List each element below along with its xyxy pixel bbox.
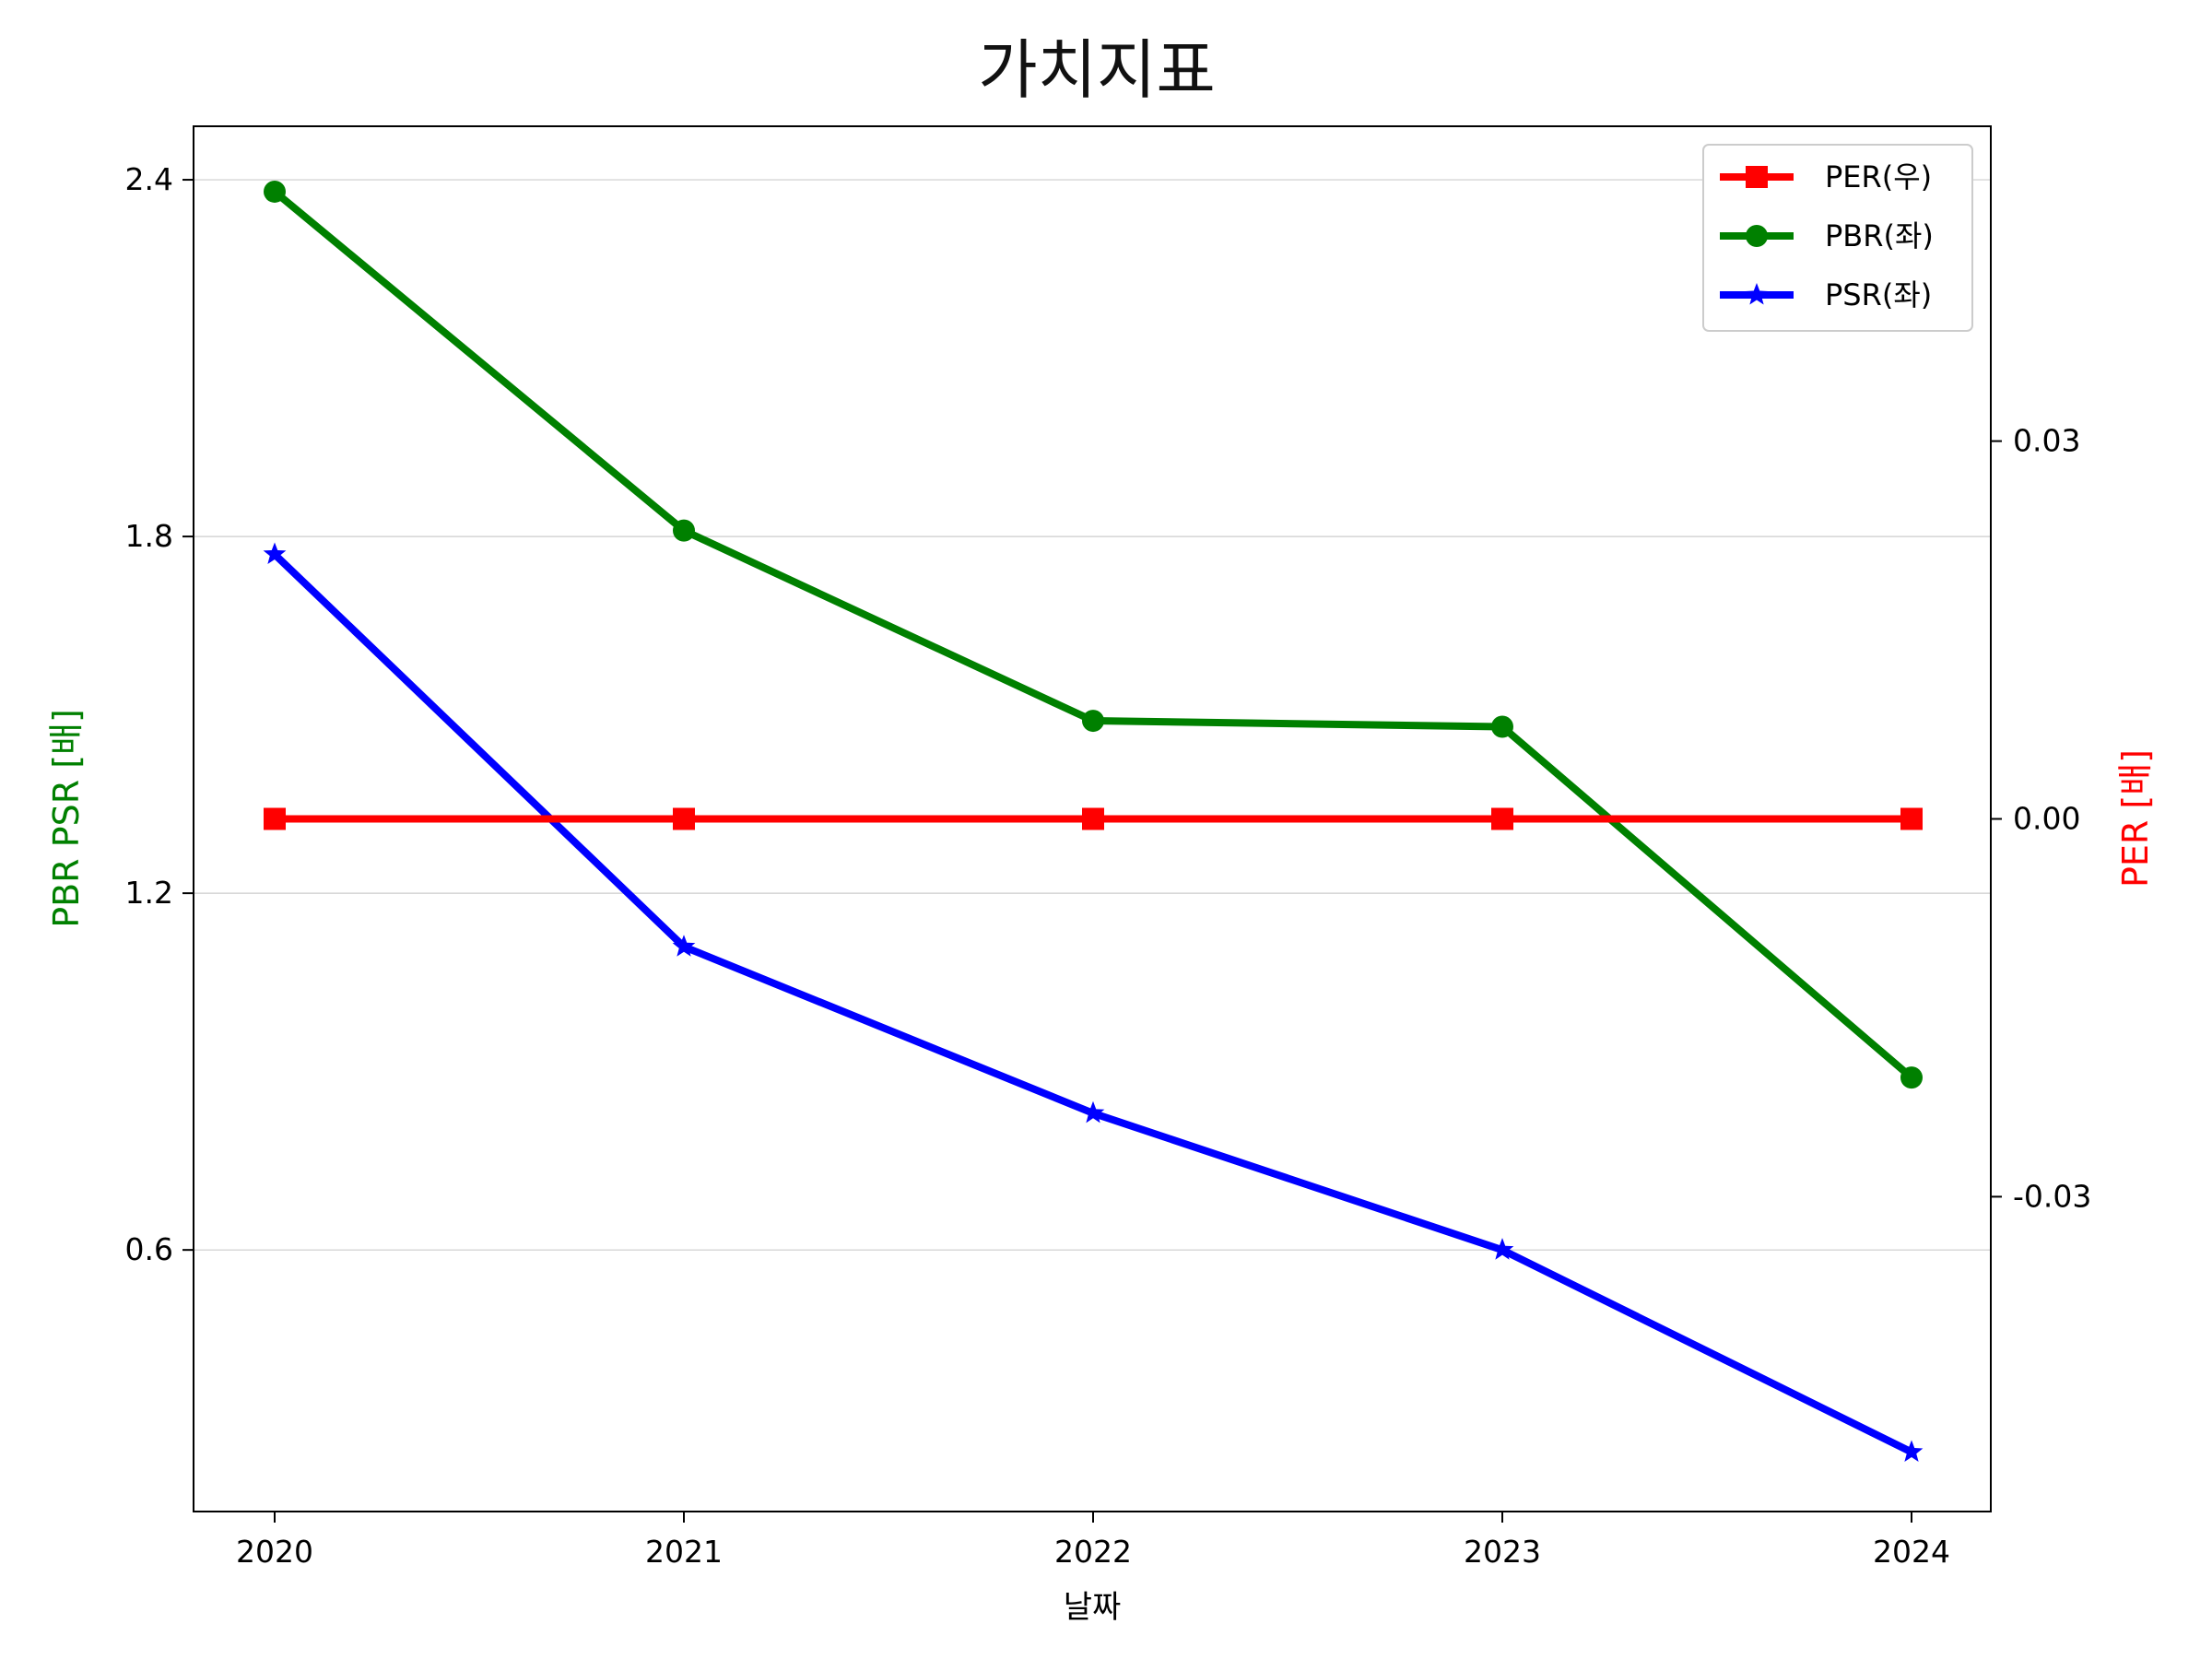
legend-label: PER(우) [1825, 159, 1932, 194]
x-axis-ticks: 2020 2021 2022 2023 2024 [236, 1512, 1950, 1570]
right-axis-ticks: -0.03 0.00 0.03 [1991, 423, 2091, 1214]
left-axis-label: PBR PSR [배] [46, 709, 87, 928]
data-point [264, 180, 286, 203]
x-axis-label: 날짜 [1064, 1589, 1122, 1626]
right-tick-label: -0.03 [2013, 1178, 2091, 1214]
chart-title: 가치지표 [978, 32, 1216, 108]
data-point [1900, 1440, 1924, 1463]
legend-label: PBR(좌) [1825, 218, 1934, 253]
data-point [1491, 715, 1513, 738]
left-tick-label: 0.6 [125, 1231, 173, 1267]
data-point [1490, 1238, 1514, 1260]
left-tick-label: 1.8 [125, 518, 173, 554]
legend-marker [1745, 283, 1769, 305]
data-point [1082, 807, 1104, 830]
right-tick-label: 0.00 [2013, 801, 2080, 837]
x-tick-label: 2022 [1054, 1534, 1132, 1570]
data-point [264, 807, 286, 830]
series-star [263, 542, 1924, 1463]
legend: PER(우) PBR(좌) PSR(좌) [1702, 144, 1973, 332]
legend-box [1702, 144, 1973, 332]
x-tick-label: 2021 [645, 1534, 723, 1570]
right-axis-label: PER [배] [2115, 749, 2156, 888]
data-point [672, 935, 696, 957]
data-point [1900, 807, 1923, 830]
legend-label: PSR(좌) [1825, 277, 1932, 312]
series-line [271, 187, 1915, 1082]
legend-marker [1746, 166, 1768, 188]
series-circle [264, 180, 1923, 1089]
left-axis-ticks: 0.6 1.2 1.8 2.4 [125, 161, 194, 1267]
data-point [1491, 807, 1513, 830]
left-tick-label: 1.2 [125, 875, 173, 911]
legend-marker [1746, 225, 1768, 247]
x-tick-label: 2020 [236, 1534, 313, 1570]
data-point [1082, 710, 1104, 733]
series-group [263, 180, 1924, 1463]
right-tick-label: 0.03 [2013, 423, 2080, 459]
series-line [271, 550, 1915, 1456]
data-point [1081, 1100, 1105, 1124]
x-tick-label: 2024 [1873, 1534, 1950, 1570]
data-point [263, 542, 287, 564]
data-point [673, 807, 695, 830]
series-square [264, 807, 1923, 830]
data-point [673, 519, 695, 542]
data-point [1900, 1066, 1923, 1089]
left-tick-label: 2.4 [125, 161, 173, 197]
x-tick-label: 2023 [1464, 1534, 1541, 1570]
